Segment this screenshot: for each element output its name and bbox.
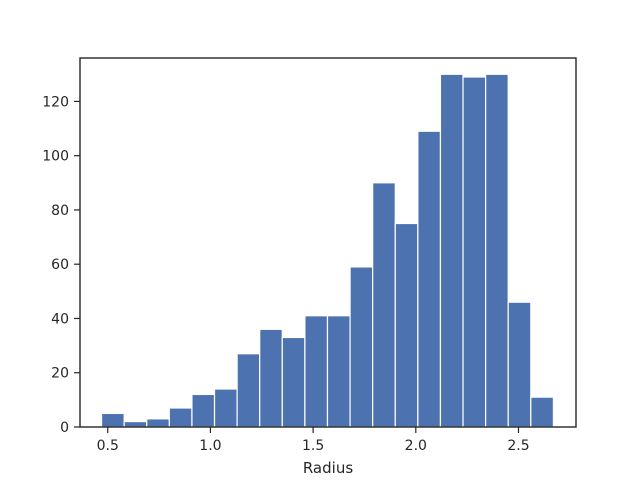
histogram-bar	[100, 412, 125, 428]
histogram-bar	[507, 301, 532, 428]
y-tick-label: 120	[42, 94, 69, 110]
x-axis-label: Radius	[303, 459, 353, 477]
histogram-bar	[530, 396, 555, 428]
histogram-bar	[485, 73, 509, 428]
histogram-bar	[236, 353, 261, 428]
y-tick-label: 40	[51, 311, 69, 327]
histogram-bar	[326, 315, 351, 428]
histogram-bar	[146, 418, 170, 428]
histogram-bar	[462, 76, 487, 428]
histogram-bar	[349, 266, 374, 428]
bars-group	[100, 73, 555, 428]
y-tick-label: 80	[51, 203, 69, 219]
histogram-bar	[417, 130, 442, 428]
histogram-bar	[213, 388, 238, 428]
y-tick-label: 60	[51, 257, 69, 273]
histogram-bar	[281, 336, 306, 428]
y-tick-label: 20	[51, 366, 69, 382]
x-axis-ticks: 0.5 1.0 1.5 2.0 2.5	[97, 427, 530, 454]
x-tick-label: 2.5	[507, 438, 529, 454]
axes-frame	[79, 57, 577, 428]
x-tick-label: 1.0	[199, 438, 221, 454]
histogram-bar	[191, 393, 216, 428]
y-tick-label: 0	[60, 420, 69, 436]
histogram-bar	[304, 315, 329, 428]
x-tick-label: 0.5	[97, 438, 119, 454]
y-tick-label: 100	[42, 149, 69, 165]
histogram-bar	[394, 222, 419, 428]
histogram-bar	[439, 73, 464, 428]
histogram-bar	[168, 407, 193, 428]
y-axis-ticks: 0 20 40 60 80 100 120	[42, 94, 80, 436]
histogram-bar	[123, 420, 148, 428]
x-tick-label: 1.5	[302, 438, 324, 454]
x-tick-label: 2.0	[405, 438, 427, 454]
histogram-bar	[259, 328, 283, 428]
histogram-bar	[372, 182, 396, 428]
